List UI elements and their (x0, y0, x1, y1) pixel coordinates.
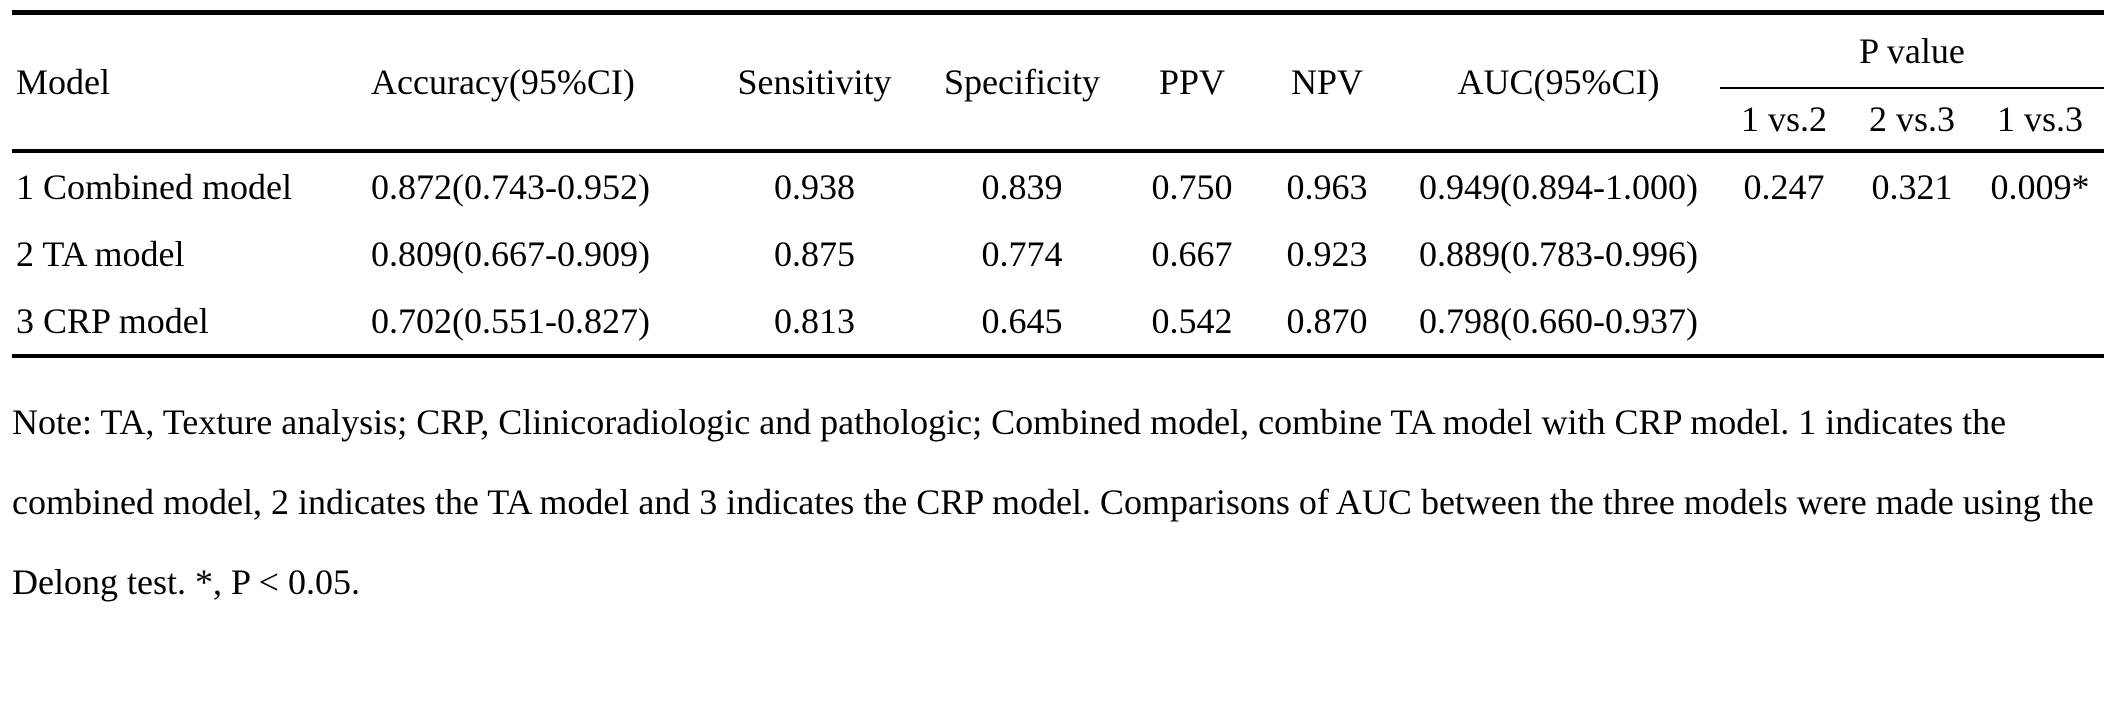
cell-p-1vs2: 0.247 (1743, 166, 1825, 207)
model-performance-table: Model Accuracy(95%CI) Sensitivity Specif… (12, 10, 2104, 358)
cell-specificity: 0.645 (917, 287, 1127, 358)
table-body: 1 Combined model 0.872(0.743-0.952) 0.93… (12, 151, 2104, 358)
cell-npv: 0.870 (1257, 287, 1397, 358)
header-row-sub: 1 vs.2 2 vs.3 1 vs.3 (12, 88, 2104, 153)
cell-accuracy: 0.809(0.667-0.909) (371, 233, 650, 274)
cell-model: 2 TA model (16, 233, 185, 274)
cell-accuracy: 0.702(0.551-0.827) (367, 287, 712, 358)
table-row-ta-model: 2 TA model 0.809(0.667-0.909) 0.875 0.77… (12, 220, 2104, 287)
col-header-accuracy: Accuracy(95%CI) (367, 12, 712, 153)
col-header-specificity: Specificity (917, 12, 1127, 153)
cell-specificity: 0.839 (981, 166, 1063, 207)
table-note: Note: TA, Texture analysis; CRP, Clinico… (12, 402, 2094, 602)
cell-ppv: 0.542 (1127, 287, 1257, 358)
cell-p-1vs2 (1720, 287, 1848, 358)
col-header-pvalue-group: P value (1720, 12, 2104, 89)
table-row-crp-model: 3 CRP model 0.702(0.551-0.827) 0.813 0.6… (12, 287, 2104, 358)
col-header-model: Model (12, 12, 367, 153)
cell-auc: 0.949(0.894-1.000) (1419, 166, 1698, 207)
cell-p-1vs3: 0.009* (1990, 166, 2090, 207)
cell-sensitivity: 0.938 (774, 166, 855, 207)
cell-auc: 0.889(0.783-0.996) (1419, 233, 1698, 274)
cell-specificity: 0.774 (981, 233, 1063, 274)
col-header-auc: AUC(95%CI) (1397, 12, 1720, 153)
cell-p-1vs3 (1976, 287, 2104, 358)
paper-table-page: Model Accuracy(95%CI) Sensitivity Specif… (12, 10, 2104, 602)
col-header-p-1vs2: 1 vs.2 (1720, 88, 1848, 153)
cell-p-2vs3: 0.321 (1871, 166, 1953, 207)
cell-model: 1 Combined model (16, 166, 292, 207)
cell-auc: 0.798(0.660-0.937) (1397, 287, 1720, 358)
cell-p-2vs3 (1848, 220, 1976, 287)
cell-accuracy: 0.872(0.743-0.952) (371, 166, 650, 207)
col-header-p-1vs3: 1 vs.3 (1976, 88, 2104, 153)
col-header-sensitivity: Sensitivity (712, 12, 917, 153)
col-header-p-2vs3: 2 vs.3 (1848, 88, 1976, 153)
cell-p-2vs3 (1848, 287, 1976, 358)
cell-p-1vs3 (1976, 220, 2104, 287)
table-row-combined-model: 1 Combined model 0.872(0.743-0.952) 0.93… (12, 151, 2104, 220)
cell-npv: 0.963 (1286, 166, 1368, 207)
cell-npv: 0.923 (1286, 233, 1368, 274)
cell-p-1vs2 (1720, 220, 1848, 287)
cell-sensitivity: 0.875 (774, 233, 855, 274)
table-header: Model Accuracy(95%CI) Sensitivity Specif… (12, 12, 2104, 153)
cell-ppv: 0.750 (1151, 166, 1233, 207)
cell-sensitivity: 0.813 (712, 287, 917, 358)
col-header-npv: NPV (1257, 12, 1397, 153)
cell-model: 3 CRP model (12, 287, 367, 358)
header-row-top: Model Accuracy(95%CI) Sensitivity Specif… (12, 12, 2104, 153)
col-header-ppv: PPV (1127, 12, 1257, 153)
cell-ppv: 0.667 (1151, 233, 1233, 274)
